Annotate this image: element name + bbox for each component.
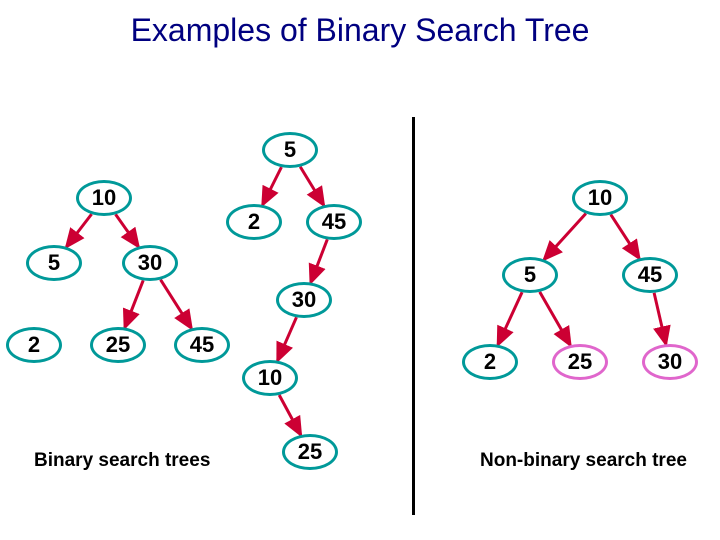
edge-b45-b30 <box>311 239 328 282</box>
caption-1: Non-binary search tree <box>480 450 687 472</box>
edge-c10-c45 <box>611 215 639 259</box>
vertical-divider <box>412 117 415 515</box>
node-c5: 5 <box>502 257 558 293</box>
edge-a10-a5 <box>66 214 91 247</box>
node-c30: 30 <box>642 344 698 380</box>
node-b10: 10 <box>242 360 298 396</box>
edge-c10-c5 <box>544 214 586 260</box>
caption-0: Binary search trees <box>34 450 210 472</box>
edge-a30-a45 <box>161 280 192 329</box>
node-a2: 2 <box>6 327 62 363</box>
node-b5: 5 <box>262 132 318 168</box>
edge-a30-a25 <box>125 280 143 327</box>
edge-a10-a30 <box>116 214 139 246</box>
node-a5: 5 <box>26 245 82 281</box>
node-b30: 30 <box>276 282 332 318</box>
page-title: Examples of Binary Search Tree <box>0 12 720 49</box>
node-a45: 45 <box>174 327 230 363</box>
edge-c45-c30 <box>654 293 666 344</box>
edge-c5-c25 <box>540 292 571 345</box>
node-b2: 2 <box>226 204 282 240</box>
node-c25: 25 <box>552 344 608 380</box>
node-c10: 10 <box>572 180 628 216</box>
edge-b30-b10 <box>278 317 297 360</box>
edge-b5-b2 <box>263 167 282 205</box>
edge-b10-b25 <box>279 395 301 435</box>
node-a25: 25 <box>90 327 146 363</box>
edge-b5-b45 <box>300 167 324 205</box>
node-c45: 45 <box>622 257 678 293</box>
node-a10: 10 <box>76 180 132 216</box>
node-b45: 45 <box>306 204 362 240</box>
node-a30: 30 <box>122 245 178 281</box>
node-b25: 25 <box>282 434 338 470</box>
node-c2: 2 <box>462 344 518 380</box>
edge-c5-c2 <box>498 292 522 344</box>
